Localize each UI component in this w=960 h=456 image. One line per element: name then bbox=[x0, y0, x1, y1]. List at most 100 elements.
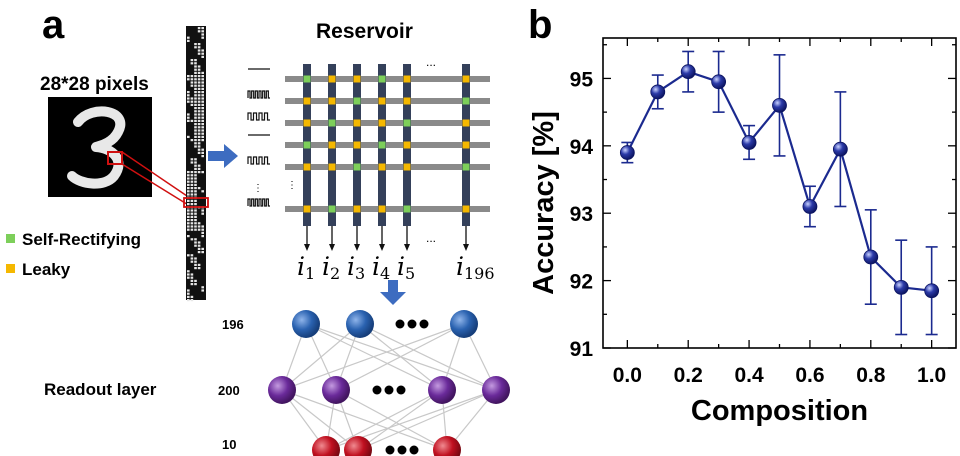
self-rectifying-node bbox=[328, 205, 336, 213]
ellipsis-dot bbox=[385, 445, 395, 455]
reservoir-row-line bbox=[285, 164, 490, 170]
ellipsis-dot bbox=[396, 385, 406, 395]
leaky-node bbox=[462, 141, 470, 149]
leaky-node bbox=[462, 75, 470, 83]
readout-title: Readout layer bbox=[44, 380, 157, 399]
legend-leaky-label: Leaky bbox=[22, 260, 71, 279]
layer-size-196: 196 bbox=[222, 317, 244, 332]
x-axis-label: Composition bbox=[691, 395, 868, 427]
network-connection bbox=[357, 389, 443, 451]
legend-self-rectifying-swatch bbox=[6, 234, 15, 243]
self-rectifying-node bbox=[353, 163, 361, 171]
self-rectifying-node bbox=[378, 141, 386, 149]
input-pulse bbox=[247, 198, 270, 207]
data-point bbox=[680, 64, 696, 80]
self-rectifying-node bbox=[403, 205, 411, 213]
leaky-node bbox=[303, 97, 311, 105]
reservoir-row-line bbox=[285, 206, 490, 212]
reservoir-row-line bbox=[285, 76, 490, 82]
y-tick-label: 95 bbox=[570, 68, 594, 91]
leaky-node bbox=[378, 119, 386, 127]
reservoir-dots-top: ... bbox=[426, 55, 436, 69]
ellipsis-dot bbox=[395, 319, 405, 329]
leaky-node bbox=[462, 205, 470, 213]
network-connection bbox=[281, 323, 465, 391]
digit-image bbox=[48, 97, 152, 197]
reservoir-row-line bbox=[285, 142, 490, 148]
leaky-node bbox=[403, 141, 411, 149]
y-tick-label: 92 bbox=[570, 271, 593, 294]
network-connection bbox=[281, 323, 361, 391]
ellipsis-dot bbox=[407, 319, 417, 329]
output-label: i5 bbox=[397, 252, 415, 283]
y-tick-label: 94 bbox=[570, 136, 594, 159]
panel-b-label: b bbox=[528, 3, 552, 47]
leaky-node bbox=[403, 97, 411, 105]
layer-size-200: 200 bbox=[218, 383, 240, 398]
self-rectifying-node bbox=[328, 119, 336, 127]
leaky-node bbox=[353, 205, 361, 213]
network-connection bbox=[335, 389, 448, 451]
self-rectifying-node bbox=[378, 75, 386, 83]
x-tick-label: 0.8 bbox=[856, 364, 886, 387]
legend-self-rectifying-label: Self-Rectifying bbox=[22, 230, 141, 249]
reservoir-output-arrow-head bbox=[304, 244, 310, 251]
output-label: i196 bbox=[456, 252, 495, 283]
leaky-node bbox=[403, 75, 411, 83]
ellipsis-dot bbox=[384, 385, 394, 395]
layer-size-10: 10 bbox=[222, 437, 236, 452]
output-label: i1 bbox=[297, 252, 315, 283]
network-connection bbox=[357, 389, 497, 451]
data-point bbox=[650, 84, 666, 100]
leaky-node bbox=[353, 141, 361, 149]
legend-leaky-swatch bbox=[6, 264, 15, 273]
leaky-node bbox=[328, 141, 336, 149]
hidden-node bbox=[322, 376, 350, 404]
y-tick-label: 93 bbox=[570, 203, 593, 226]
hidden-node bbox=[428, 376, 456, 404]
leaky-node bbox=[462, 119, 470, 127]
hidden-node bbox=[482, 376, 510, 404]
self-rectifying-node bbox=[303, 141, 311, 149]
network-connection bbox=[335, 323, 465, 391]
legend: Self-Rectifying Leaky bbox=[6, 230, 141, 279]
data-point bbox=[802, 199, 818, 214]
ellipsis-dot bbox=[397, 445, 407, 455]
leaky-node bbox=[353, 75, 361, 83]
reservoir-row-line bbox=[285, 120, 490, 126]
self-rectifying-node bbox=[353, 97, 361, 105]
arrow-to-readout bbox=[380, 280, 406, 305]
leaky-node bbox=[403, 163, 411, 171]
y-tick-label: 91 bbox=[570, 338, 594, 361]
output-node bbox=[433, 436, 461, 456]
x-tick-label: 1.0 bbox=[917, 364, 946, 387]
data-point bbox=[924, 283, 940, 299]
zoom-lines bbox=[121, 151, 191, 207]
reservoir-outputs: i1 i2 i3 i4 i5 i196 bbox=[297, 252, 495, 283]
leaky-node bbox=[303, 119, 311, 127]
data-point bbox=[711, 74, 727, 90]
leaky-node bbox=[328, 75, 336, 83]
network-connection bbox=[325, 389, 443, 451]
input-pulses: ⋮⋮ bbox=[247, 68, 297, 207]
data-point bbox=[863, 249, 879, 265]
x-tick-label: 0.0 bbox=[613, 364, 642, 387]
leaky-node bbox=[378, 163, 386, 171]
reservoir-dots-bottom: ... bbox=[426, 231, 436, 245]
output-node bbox=[312, 436, 340, 456]
x-tick-label: 0.4 bbox=[734, 364, 764, 387]
leaky-node bbox=[328, 97, 336, 105]
network-connection bbox=[359, 323, 497, 391]
input-node bbox=[292, 310, 320, 338]
panel-a-label: a bbox=[42, 3, 65, 47]
input-pulse bbox=[247, 156, 270, 165]
x-tick-label: 0.6 bbox=[795, 364, 824, 387]
leaky-node bbox=[303, 205, 311, 213]
self-rectifying-node bbox=[462, 163, 470, 171]
data-point bbox=[741, 135, 757, 150]
input-pulse bbox=[247, 112, 270, 121]
input-node bbox=[450, 310, 478, 338]
self-rectifying-node bbox=[303, 75, 311, 83]
reservoir-row-line bbox=[285, 98, 490, 104]
leaky-node bbox=[303, 163, 311, 171]
